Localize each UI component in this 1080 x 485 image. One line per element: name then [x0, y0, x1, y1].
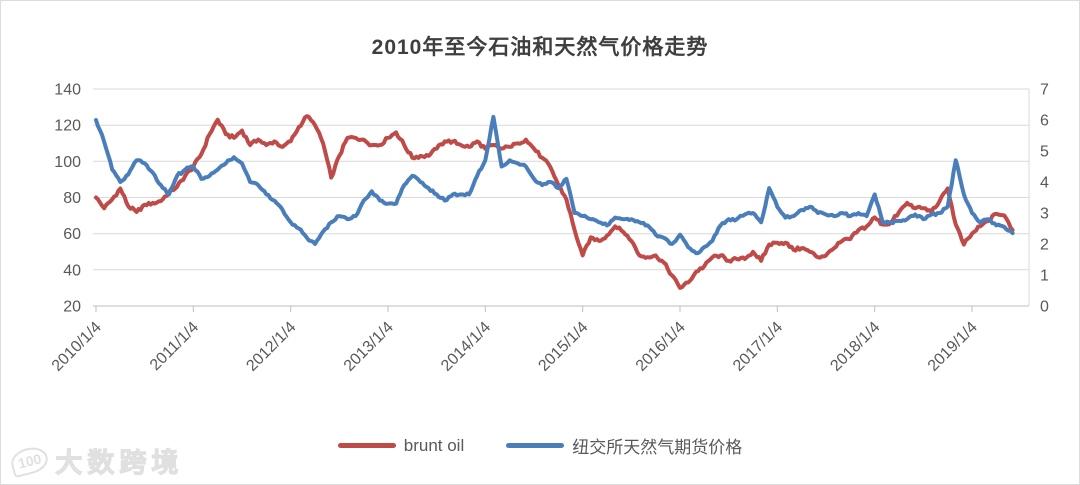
y-axis-label-right: 7 — [1040, 82, 1049, 99]
x-axis-label: 2012/1/4 — [243, 319, 299, 375]
x-axis-label: 2010/1/4 — [49, 319, 105, 375]
legend-item-natural-gas: 纽交所天然气期货价格 — [506, 433, 742, 458]
y-axis-label-left: 140 — [54, 82, 81, 99]
y-axis-label-right: 4 — [1040, 175, 1049, 192]
series-line-natural-gas — [94, 114, 1015, 256]
watermark: 100 大数跨境 — [8, 441, 184, 480]
legend-line-swatch-red — [337, 443, 396, 448]
x-axis-label: 2015/1/4 — [535, 319, 591, 375]
legend-label-brunt-oil: brunt oil — [403, 435, 465, 455]
y-axis-label-left: 100 — [54, 154, 81, 171]
y-axis-label-left: 80 — [63, 190, 81, 207]
legend-item-brunt-oil: brunt oil — [337, 435, 465, 456]
x-axis-label: 2014/1/4 — [438, 319, 494, 375]
x-axis-label: 2013/1/4 — [341, 319, 397, 375]
y-axis-label-left: 120 — [54, 118, 81, 135]
y-axis-label-right: 2 — [1040, 237, 1049, 254]
legend-label-natural-gas: 纽交所天然气期货价格 — [572, 438, 743, 457]
series-line-brunt-oil — [94, 114, 1015, 290]
y-axis-label-right: 1 — [1040, 268, 1049, 285]
y-axis-label-left: 60 — [63, 226, 81, 243]
watermark-100-logo-icon: 100 — [8, 443, 51, 478]
legend-line-swatch-blue — [506, 443, 565, 448]
x-axis-label: 2019/1/4 — [925, 319, 981, 375]
y-axis-label-right: 3 — [1040, 206, 1049, 223]
y-axis-label-right: 6 — [1040, 113, 1049, 130]
x-axis-label: 2016/1/4 — [633, 319, 689, 375]
x-axis-label: 2017/1/4 — [730, 319, 786, 375]
chart-title: 2010年至今石油和天然气价格走势 — [371, 36, 709, 59]
y-axis-label-right: 5 — [1040, 144, 1049, 161]
watermark-text: 大数跨境 — [55, 448, 184, 479]
y-axis-label-left: 40 — [63, 262, 81, 279]
x-axis-label: 2011/1/4 — [147, 319, 202, 374]
chart-legend: brunt oil 纽交所天然气期货价格 — [1, 433, 1079, 458]
y-axis-label-left: 20 — [63, 299, 81, 316]
x-axis-label: 2018/1/4 — [827, 319, 883, 375]
y-axis-label-right: 0 — [1040, 299, 1049, 316]
